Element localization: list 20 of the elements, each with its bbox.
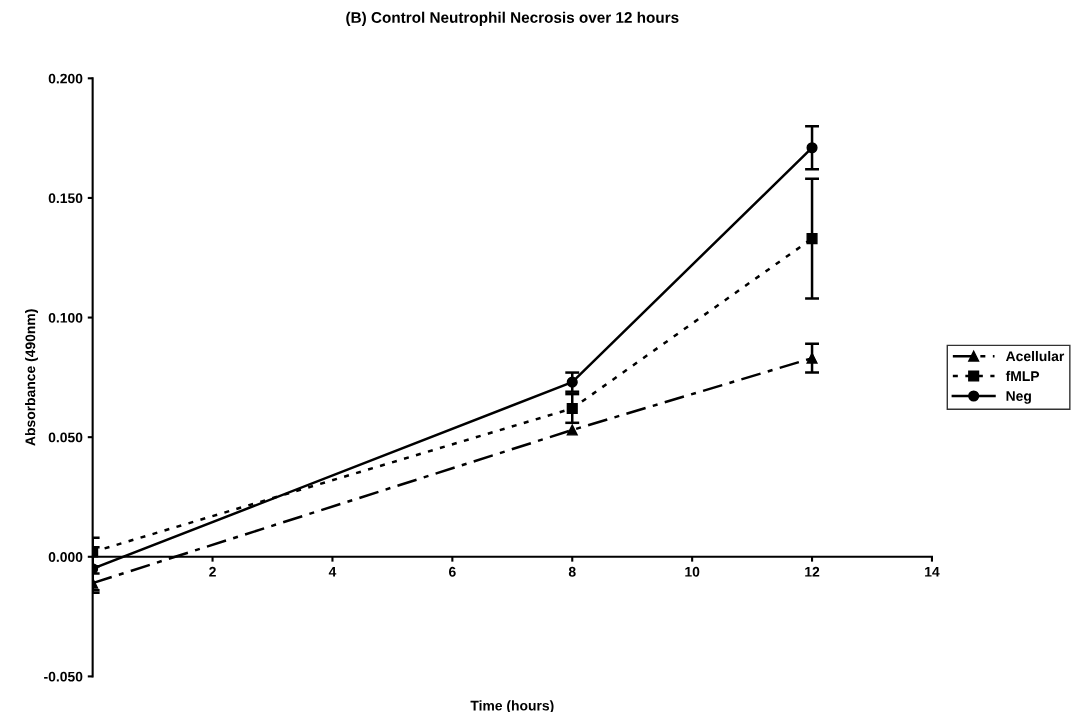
- y-tick-label: -0.050: [44, 671, 83, 682]
- y-tick-label: 0.000: [48, 552, 83, 562]
- x-tick-label: 14: [925, 567, 940, 577]
- x-tick-label: 12: [805, 566, 820, 577]
- x-tick-label: 6: [449, 566, 456, 577]
- x-tick-label: 4: [328, 567, 337, 577]
- y-tick-label: 0.200: [48, 73, 83, 84]
- x-tick-label: 2: [209, 566, 216, 577]
- y-axis-title: Absorbance (490nm): [25, 309, 38, 446]
- y-tick-label: 0.050: [48, 432, 83, 443]
- chart-title: (B) Control Neutrophil Necrosis over 12 hours: [346, 11, 679, 26]
- legend-label: Neg: [1006, 391, 1031, 404]
- point: [806, 233, 818, 245]
- y-tick-label: 0.150: [48, 193, 83, 204]
- legend-label: fMLP: [1005, 370, 1040, 381]
- point: [566, 424, 578, 436]
- y-tick-label: 0.100: [48, 312, 83, 323]
- x-tick-label: 10: [685, 566, 700, 577]
- legend-label: Acellular: [1005, 350, 1065, 362]
- x-tick-label: 8: [568, 566, 576, 577]
